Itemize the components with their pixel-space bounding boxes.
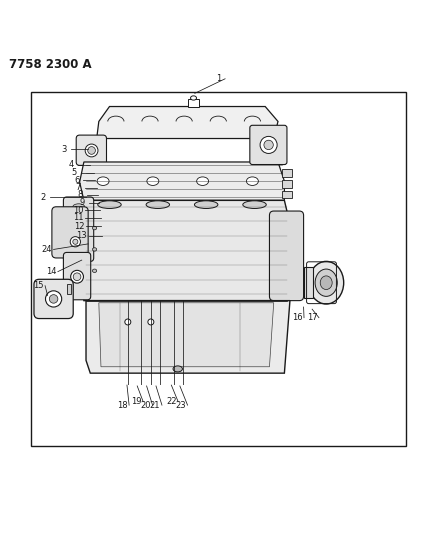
Text: 9: 9	[79, 198, 84, 207]
Text: 16: 16	[292, 313, 303, 322]
FancyBboxPatch shape	[63, 253, 91, 300]
Text: 24: 24	[42, 245, 52, 254]
Ellipse shape	[309, 261, 344, 304]
FancyBboxPatch shape	[63, 197, 94, 261]
Ellipse shape	[92, 269, 97, 272]
Text: 20: 20	[140, 401, 151, 410]
Text: 2: 2	[41, 193, 46, 202]
Ellipse shape	[73, 239, 78, 244]
Ellipse shape	[190, 96, 196, 100]
Ellipse shape	[88, 147, 95, 154]
Text: 7: 7	[76, 183, 81, 192]
FancyBboxPatch shape	[76, 135, 107, 165]
Ellipse shape	[320, 276, 332, 289]
Bar	[303, 267, 313, 298]
Polygon shape	[86, 301, 290, 373]
Ellipse shape	[85, 144, 98, 157]
Ellipse shape	[73, 273, 81, 280]
Polygon shape	[82, 139, 99, 162]
Ellipse shape	[264, 140, 273, 150]
Text: 23: 23	[175, 401, 186, 410]
Text: 14: 14	[46, 267, 56, 276]
Text: 4: 4	[68, 160, 74, 169]
Text: 12: 12	[74, 222, 85, 231]
Bar	[67, 284, 71, 294]
Text: 5: 5	[71, 168, 77, 177]
Ellipse shape	[73, 204, 85, 210]
Ellipse shape	[70, 237, 80, 247]
Ellipse shape	[45, 291, 62, 307]
Bar	[188, 99, 199, 107]
Bar	[282, 180, 291, 188]
Ellipse shape	[71, 270, 83, 283]
FancyBboxPatch shape	[270, 211, 303, 301]
Ellipse shape	[73, 219, 85, 225]
Text: 21: 21	[150, 401, 160, 410]
Text: 18: 18	[117, 401, 128, 410]
Ellipse shape	[73, 248, 85, 255]
Text: 8: 8	[77, 190, 83, 199]
Ellipse shape	[147, 177, 159, 185]
Ellipse shape	[92, 248, 97, 251]
FancyBboxPatch shape	[250, 125, 287, 165]
Text: 10: 10	[73, 206, 83, 215]
Text: 3: 3	[61, 144, 66, 154]
Polygon shape	[97, 107, 278, 139]
Ellipse shape	[73, 233, 85, 240]
Ellipse shape	[97, 177, 109, 185]
Ellipse shape	[92, 227, 97, 230]
Text: 6: 6	[74, 176, 79, 185]
Polygon shape	[80, 162, 284, 200]
Ellipse shape	[243, 201, 266, 208]
Ellipse shape	[194, 201, 218, 208]
Polygon shape	[79, 200, 290, 301]
Ellipse shape	[146, 201, 169, 208]
Ellipse shape	[125, 319, 131, 325]
Text: 17: 17	[307, 313, 318, 322]
Polygon shape	[99, 303, 274, 367]
Ellipse shape	[98, 201, 121, 208]
Text: 13: 13	[77, 231, 87, 240]
Ellipse shape	[148, 319, 154, 325]
Ellipse shape	[247, 177, 259, 185]
Text: 7758 2300 A: 7758 2300 A	[9, 58, 92, 71]
Ellipse shape	[315, 269, 337, 296]
Text: 1: 1	[216, 74, 221, 83]
FancyBboxPatch shape	[34, 279, 73, 319]
Text: 15: 15	[33, 281, 44, 290]
Ellipse shape	[173, 366, 182, 372]
Bar	[282, 169, 291, 177]
Text: 22: 22	[166, 397, 177, 406]
Ellipse shape	[49, 295, 58, 303]
Ellipse shape	[196, 177, 208, 185]
Bar	[282, 191, 291, 198]
FancyBboxPatch shape	[52, 207, 88, 258]
Ellipse shape	[260, 136, 277, 154]
Bar	[30, 92, 406, 446]
Text: 11: 11	[73, 213, 83, 222]
Text: 19: 19	[131, 397, 142, 406]
